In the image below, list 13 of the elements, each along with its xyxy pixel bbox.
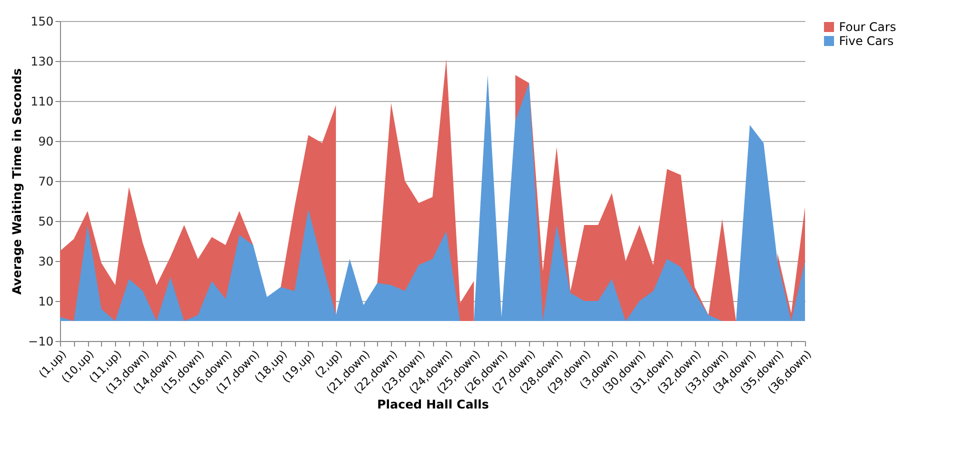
- y-tick-label: −10: [28, 334, 54, 348]
- legend-label: Five Cars: [839, 34, 894, 48]
- y-tick-label: 110: [30, 94, 54, 108]
- y-tick-label: 50: [38, 214, 54, 228]
- y-tick-label: 130: [30, 54, 54, 68]
- y-tick-label: 90: [38, 134, 54, 148]
- legend-label: Four Cars: [839, 20, 896, 34]
- y-tick-label: 10: [38, 294, 54, 308]
- y-tick-label: 30: [38, 254, 54, 268]
- y-axis-title: Average Waiting Time in Seconds: [10, 68, 24, 295]
- y-tick-label: 70: [38, 174, 54, 188]
- x-axis-title: Placed Hall Calls: [377, 398, 489, 412]
- y-tick-label: 150: [30, 14, 54, 28]
